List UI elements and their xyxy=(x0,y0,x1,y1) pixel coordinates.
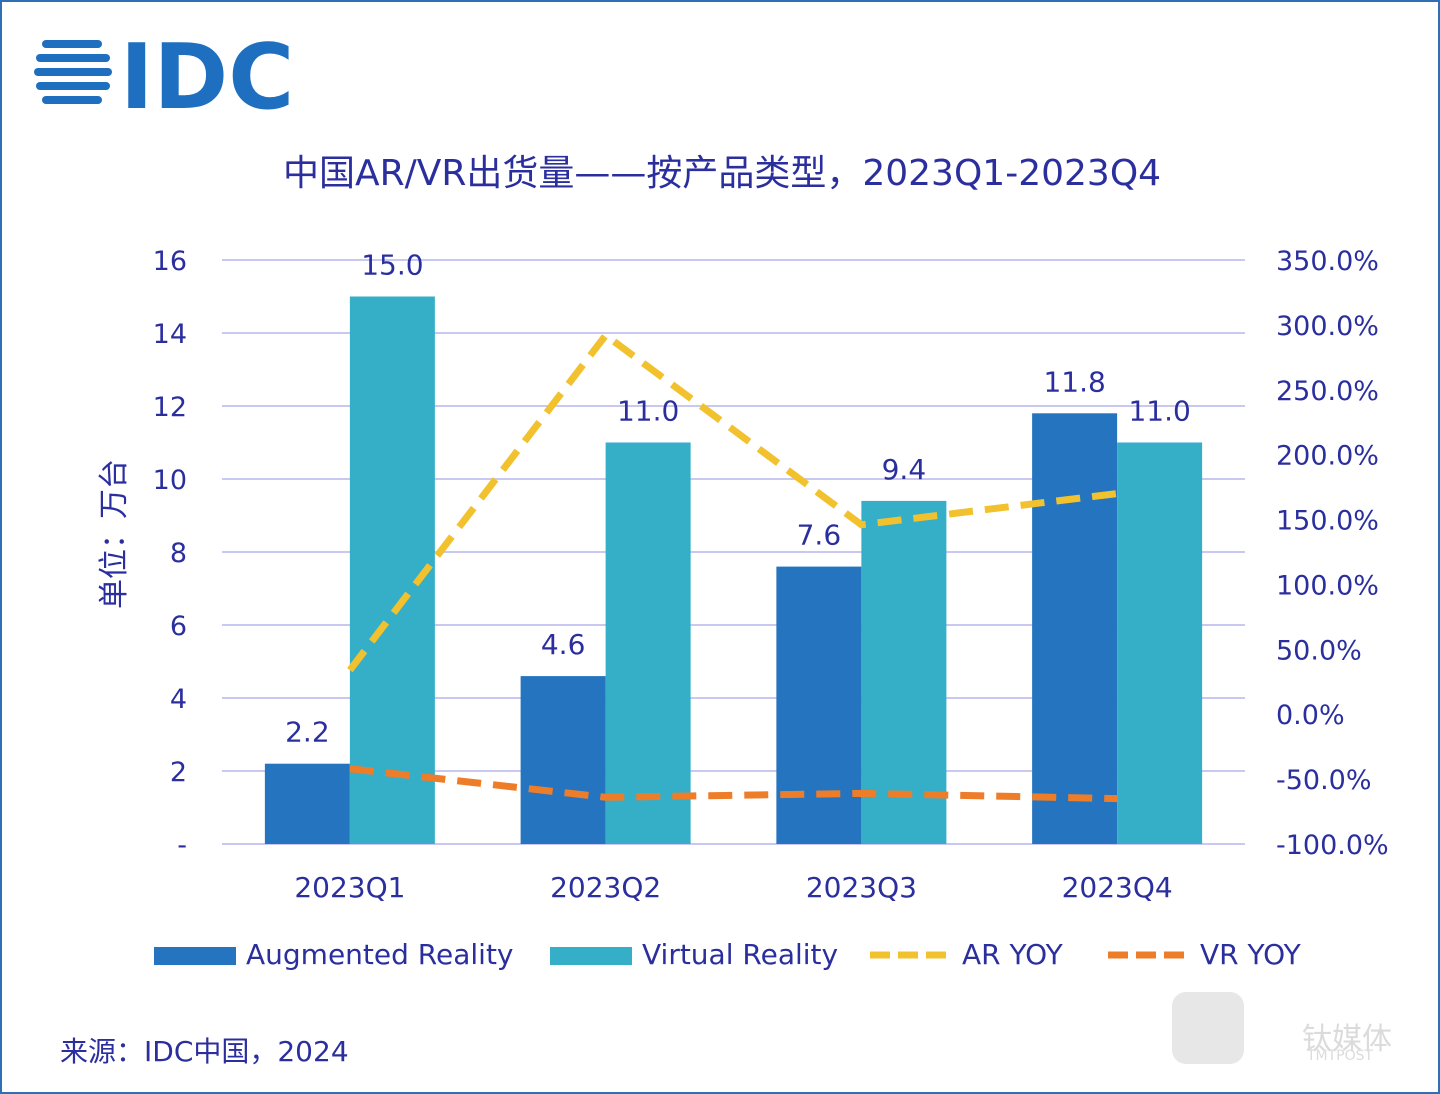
legend-label: VR YOY xyxy=(1200,938,1302,971)
ar-bar xyxy=(776,566,862,844)
y-tick-label: 16 xyxy=(153,246,187,277)
watermark-subtext: TMTPOST xyxy=(1307,1048,1374,1064)
y-tick-label: 14 xyxy=(153,319,187,350)
y-tick-label: 6 xyxy=(170,611,187,642)
vr-bar xyxy=(605,442,691,844)
y2-tick-label: 100.0% xyxy=(1276,570,1379,601)
legend-label: AR YOY xyxy=(962,938,1064,971)
y2-tick-label: -50.0% xyxy=(1276,765,1372,796)
watermark-text: 钛媒体 xyxy=(1302,1022,1392,1057)
y-tick-label: - xyxy=(177,830,187,861)
y-tick-label: 4 xyxy=(170,684,187,715)
y-tick-label: 12 xyxy=(153,392,187,423)
source-note: 来源：IDC中国，2024 xyxy=(60,1035,349,1068)
y-tick-label: 8 xyxy=(170,538,187,569)
y-tick-label: 2 xyxy=(170,757,187,788)
vr-bar xyxy=(349,296,435,844)
ar-bar xyxy=(1032,413,1118,844)
y2-tick-label: 0.0% xyxy=(1276,700,1345,731)
x-tick-label: 2023Q4 xyxy=(1062,871,1173,904)
legend-swatch xyxy=(550,947,632,965)
y-tick-label: 10 xyxy=(153,465,187,496)
y-axis-label: 单位：万台 xyxy=(97,459,132,609)
y2-tick-label: -100.0% xyxy=(1276,830,1389,861)
ar-bar xyxy=(264,763,350,844)
y2-tick-label: 350.0% xyxy=(1276,246,1379,277)
ar-yoy-line xyxy=(347,330,1118,673)
vr-bar xyxy=(861,500,947,844)
idc-logo: IDC xyxy=(34,32,294,122)
data-label: 4.6 xyxy=(541,628,586,661)
data-label: 11.8 xyxy=(1043,365,1105,398)
data-label: 7.6 xyxy=(797,519,842,552)
vr-bar xyxy=(1117,442,1203,844)
y2-tick-label: 200.0% xyxy=(1276,441,1379,472)
legend-label: Augmented Reality xyxy=(246,938,514,971)
data-label: 11.0 xyxy=(617,395,679,428)
x-tick-label: 2023Q3 xyxy=(806,871,917,904)
ar-bar xyxy=(520,676,606,844)
data-label: 11.0 xyxy=(1128,395,1190,428)
y2-tick-label: 50.0% xyxy=(1276,635,1362,666)
y2-tick-label: 150.0% xyxy=(1276,506,1379,537)
vr-yoy-line xyxy=(349,765,1118,803)
y2-tick-label: 250.0% xyxy=(1276,376,1379,407)
legend-swatch xyxy=(154,947,236,965)
data-label: 15.0 xyxy=(361,249,423,282)
y2-tick-label: 300.0% xyxy=(1276,311,1379,342)
chart-title: 中国AR/VR出货量——按产品类型，2023Q1-2023Q4 xyxy=(282,153,1162,194)
x-tick-label: 2023Q1 xyxy=(294,871,405,904)
data-label: 2.2 xyxy=(285,716,330,749)
x-tick-label: 2023Q2 xyxy=(550,871,661,904)
legend-label: Virtual Reality xyxy=(642,938,838,971)
logo-text: IDC xyxy=(120,32,294,122)
data-label: 9.4 xyxy=(882,453,927,486)
